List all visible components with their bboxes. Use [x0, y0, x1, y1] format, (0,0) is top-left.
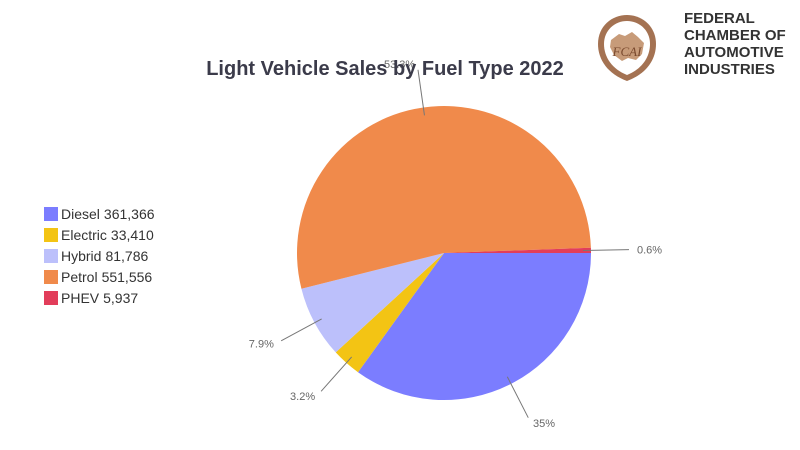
legend-item-petrol[interactable]: Petrol 551,556: [44, 266, 155, 287]
legend-label: Hybrid: [61, 247, 102, 264]
org-name: FEDERAL CHAMBER OF AUTOMOTIVE INDUSTRIES: [684, 10, 786, 78]
leader-line-diesel: [506, 376, 529, 418]
legend-swatch: [44, 227, 58, 242]
pie-slices: [296, 105, 591, 400]
org-name-line: FEDERAL: [684, 10, 755, 27]
legend-value: 5,937: [103, 289, 139, 306]
legend-swatch: [44, 269, 58, 284]
legend-value: 551,556: [101, 268, 153, 285]
legend-label: PHEV: [61, 289, 100, 306]
org-name-line: INDUSTRIES: [684, 61, 775, 78]
percent-label-diesel: 35%: [533, 418, 555, 430]
legend-swatch: [44, 290, 58, 305]
legend-label: Diesel: [61, 205, 100, 222]
org-name-line: CHAMBER OF: [684, 27, 786, 44]
legend-item-diesel[interactable]: Diesel 361,366: [44, 203, 155, 224]
legend-label: Petrol: [61, 268, 98, 285]
legend-value: 361,366: [103, 205, 155, 222]
legend-label: Electric: [61, 226, 107, 243]
legend-swatch: [44, 248, 58, 263]
legend-value: 33,410: [110, 226, 154, 243]
legend-item-electric[interactable]: Electric 33,410: [44, 224, 155, 245]
legend-item-hybrid[interactable]: Hybrid 81,786: [44, 245, 155, 266]
pie-slice-phev[interactable]: [444, 247, 591, 253]
legend-item-phev[interactable]: PHEV 5,937: [44, 287, 155, 308]
leader-line-electric: [320, 356, 353, 392]
percent-label-phev: 0.6%: [637, 245, 662, 257]
fcai-logo-text: FCAI: [612, 44, 643, 59]
chart-title: Light Vehicle Sales by Fuel Type 2022: [206, 58, 564, 80]
pie-slice-hybrid[interactable]: [301, 253, 444, 353]
leader-line-phev: [582, 249, 629, 251]
pie-leader-lines: [280, 69, 629, 418]
org-name-line: AUTOMOTIVE: [684, 44, 784, 61]
percent-label-petrol: 53.3%: [384, 59, 415, 71]
legend-swatch: [44, 206, 58, 221]
pie-percent-labels: 35% 3.2% 7.9% 53.3% 0.6%: [249, 59, 662, 430]
legend-value: 81,786: [105, 247, 149, 264]
pie-slice-diesel[interactable]: [357, 253, 591, 400]
leader-line-hybrid: [280, 318, 322, 342]
percent-label-electric: 3.2%: [290, 391, 315, 403]
chart-legend: Diesel 361,366 Electric 33,410 Hybrid 81…: [44, 203, 155, 308]
fcai-logo: FCAI: [598, 15, 656, 81]
leader-line-petrol: [417, 69, 425, 116]
pie-slice-electric[interactable]: [335, 253, 444, 373]
percent-label-hybrid: 7.9%: [249, 339, 274, 351]
pie-slice-petrol[interactable]: [296, 105, 591, 289]
